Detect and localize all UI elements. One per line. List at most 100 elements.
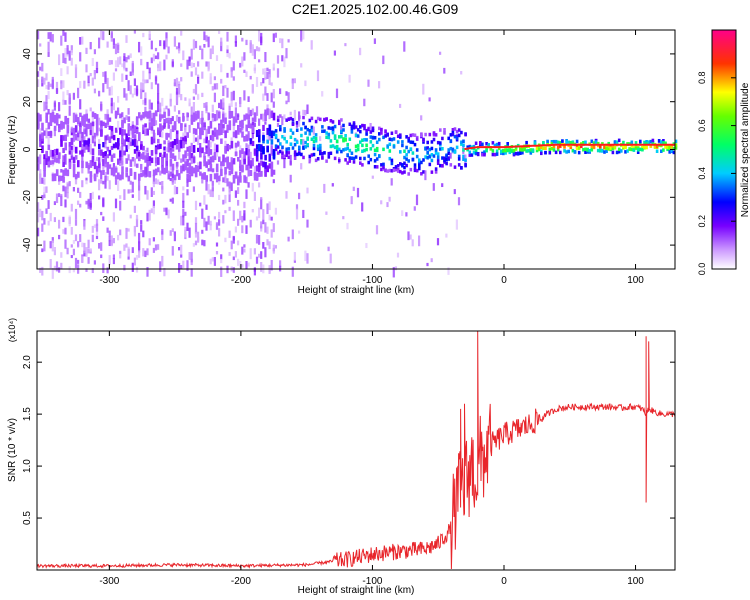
spectrogram-cell (87, 164, 91, 170)
spectrogram-cell (81, 242, 84, 248)
spectrogram-cell (83, 136, 86, 142)
spectrogram-cell (255, 165, 259, 172)
spectrogram-cell (234, 226, 237, 233)
spectrogram-cell (321, 155, 324, 160)
spectrogram-cell (298, 145, 301, 150)
spectrogram-cell (39, 114, 42, 121)
spectrogram-cell (316, 157, 320, 161)
spectrogram-cell (47, 81, 50, 90)
spectrogram-cell (266, 146, 269, 153)
spectrogram-cell (462, 139, 465, 143)
spectrogram-cell (245, 147, 248, 155)
spectrogram-cell (53, 156, 57, 163)
spectrogram-cell (142, 230, 145, 238)
spectrogram-cell (182, 260, 185, 269)
spectrogram-cell (81, 154, 84, 163)
spectrogram-cell (85, 177, 88, 181)
spectrogram-cell (37, 227, 40, 237)
spectrogram-cell (455, 134, 459, 138)
spectrogram-cell (190, 71, 193, 77)
spectrogram-cell (508, 148, 512, 152)
spectrogram-cell (260, 221, 263, 229)
spectrogram-cell (268, 69, 271, 78)
spectrogram-cell (660, 149, 663, 153)
spectrogram-cell (447, 136, 450, 141)
spectrogram-cell (72, 131, 76, 136)
spectrogram-cell (276, 68, 280, 78)
spectrogram-cell (352, 126, 356, 130)
spectrogram-cell (129, 180, 132, 185)
spectrogram-cell (121, 112, 124, 118)
spectrogram-cell (218, 30, 221, 34)
spectrogram-cell (251, 209, 254, 213)
spectrogram-cell (373, 159, 377, 163)
spectrogram-cell (420, 115, 423, 121)
spectrogram-cell (243, 114, 246, 121)
colorbar-label: Normalized spectral amplitude (740, 82, 750, 217)
spectrogram-cell (546, 139, 549, 144)
spectrogram-cell (119, 229, 122, 236)
y-tick-label: 0.5 (22, 511, 33, 525)
spectrogram-cell (68, 144, 72, 151)
spectrogram-cell (138, 251, 141, 258)
spectrogram-cell (340, 149, 343, 154)
spectrogram-cell (152, 181, 155, 188)
spectrogram-cell (396, 252, 400, 258)
spectrogram-cell (49, 130, 53, 136)
spectrogram-cell (399, 103, 402, 108)
spectrogram-cell (329, 139, 333, 143)
spectrogram-cell (321, 91, 324, 97)
spectrogram-cell (403, 155, 406, 160)
spectrogram-cell (100, 211, 103, 216)
spectrogram-cell (274, 133, 278, 138)
spectrogram-cell (237, 130, 240, 135)
spectrogram-cell (104, 135, 107, 141)
spectrogram-cell (243, 136, 246, 142)
spectrogram-cell (253, 248, 256, 255)
spectrogram-cell (359, 47, 362, 56)
spectrogram-cell (329, 151, 333, 155)
spectrogram-cell (430, 158, 434, 163)
spectrogram-cell (285, 48, 288, 59)
spectrogram-cell (457, 133, 461, 138)
spectrogram-cell (64, 199, 67, 208)
spectrogram-cell (133, 134, 137, 141)
spectrogram-cell (87, 138, 91, 147)
spectrogram-cell (243, 158, 246, 165)
spectrogram-cell (443, 156, 446, 160)
spectrogram-cell (247, 165, 250, 177)
spectrogram-cell (83, 83, 86, 89)
spectrogram-cell (556, 140, 560, 145)
spectrogram-cell (241, 165, 244, 173)
spectrogram-cell (504, 151, 507, 155)
spectrogram-cell (344, 134, 347, 138)
spectrogram-cell (58, 54, 61, 66)
spectrogram-cell (207, 168, 210, 172)
spectrogram-cell (159, 152, 162, 158)
spectrogram-cell (53, 250, 56, 256)
spectrogram-cell (319, 143, 322, 148)
spectrogram-cell (53, 127, 56, 137)
spectrogram-cell (121, 172, 124, 180)
spectrogram-cell (123, 61, 126, 71)
spectrogram-cell (169, 230, 172, 236)
spectrogram-cell (169, 93, 172, 102)
spectrogram-cell (173, 185, 176, 195)
spectrogram-cell (146, 190, 149, 200)
spectrogram-cell (157, 144, 160, 150)
spectrogram-cell (133, 88, 136, 96)
spectrogram-cell (300, 37, 303, 42)
spectrogram-cell (207, 215, 210, 225)
spectrogram-cell (451, 147, 455, 152)
spectrogram-cell (138, 232, 141, 244)
spectrogram-cell (586, 150, 589, 154)
spectrogram-cell (251, 157, 254, 167)
spectrogram-cell (270, 145, 273, 156)
spectrogram-cell (245, 113, 248, 120)
spectrogram-cell (264, 68, 267, 77)
spectrogram-cell (428, 154, 432, 158)
spectrogram-cell (123, 264, 126, 271)
spectrogram-cell (388, 137, 392, 141)
spectrogram-cell (409, 234, 412, 240)
